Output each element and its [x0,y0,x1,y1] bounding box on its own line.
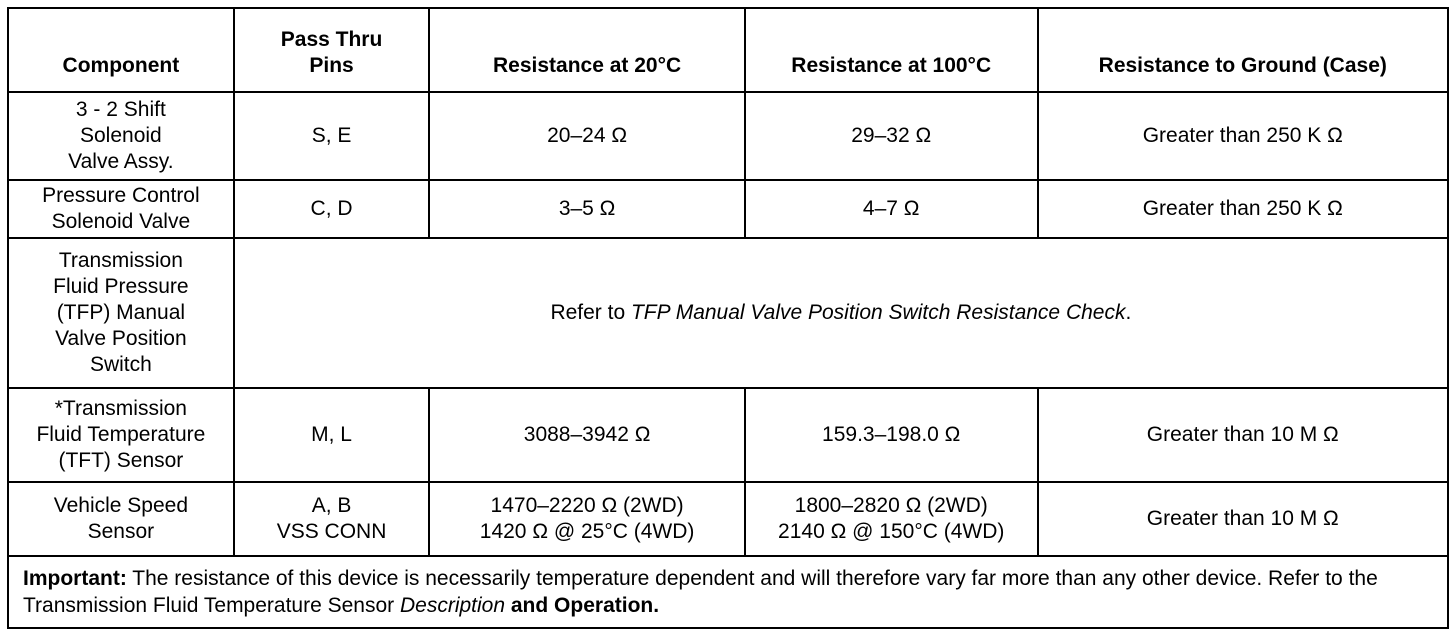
cell-text: 2140 Ω @ 150°C (4WD) [778,520,1005,543]
value-cell: M, L [232,387,431,483]
component-cell: Pressure Control Solenoid Valve [7,179,235,239]
cell-text: 3 - 2 Shift [75,98,166,121]
value-cell: Greater than 10 M Ω [1036,387,1450,483]
header-cell: Resistance to Ground (Case) [1036,7,1450,93]
header-cell: Resistance at 100°C [743,7,1039,93]
header-cell: Component [7,7,235,93]
header-text: Resistance at 100°C [791,54,992,77]
header-cell: Pass Thru Pins [232,7,431,93]
value-cell: 29–32 Ω [743,91,1039,181]
header-text: Resistance at 20°C [493,54,682,77]
cell-text: 1800–2820 Ω (2WD) [794,494,988,517]
component-cell: Transmission Fluid Pressure (TFP) Manual Va… [7,237,235,389]
cell-text: Switch [89,353,152,376]
value-cell: 3088–3942 Ω [428,387,746,483]
cell-text: 1470–2220 Ω (2WD) [490,494,684,517]
cell-text: (TFT) Sensor [58,449,184,472]
header-text: Pins [309,54,354,77]
component-cell: *Transmission Fluid Temperature (TFT) Sens… [7,387,235,483]
cell-text: Valve Assy. [68,150,174,173]
cell-text: Solenoid [80,124,162,147]
cell-text: 20–24 Ω [547,124,628,147]
table-row: Vehicle Speed Sensor A, B VSS CONN 1470–2220… [7,481,1450,557]
component-cell: 3 - 2 Shift Solenoid Valve Assy. [7,91,235,181]
header-cell: Resistance at 20°C [428,7,746,93]
note-text: Important: [23,567,127,590]
cell-text: (TFP) Manual [56,301,186,324]
value-cell: Greater than 10 M Ω [1036,481,1450,557]
table-row: 3 - 2 Shift Solenoid Valve Assy. S, E 20–24 … [7,91,1450,181]
cell-text: 29–32 Ω [851,124,932,147]
cell-text: Solenoid Valve [51,210,191,233]
cell-text: Transmission [58,249,183,272]
cell-text: 159.3–198.0 Ω [822,423,961,446]
table-header: Component Pass Thru Pins Resistance at 20°C… [7,7,1450,93]
cell-text: Fluid Temperature [36,423,206,446]
value-cell: 1470–2220 Ω (2WD) 1420 Ω @ 25°C (4WD) [428,481,746,557]
cell-text: S, E [311,124,352,147]
value-cell: 1800–2820 Ω (2WD) 2140 Ω @ 150°C (4WD) [743,481,1039,557]
cell-text: Pressure Control [42,184,200,207]
cell-text: Refer to [550,301,631,324]
cell-text: Fluid Pressure [53,275,189,298]
cell-text: Valve Position [55,327,187,350]
value-cell: S, E [232,91,431,181]
header-text: Component [62,54,180,77]
component-cell: Vehicle Speed Sensor [7,481,235,557]
cell-text: Vehicle Speed [53,494,189,517]
cell-text: 4–7 Ω [862,197,920,220]
cell-text: A, B [311,494,352,517]
header-row: Component Pass Thru Pins Resistance at 20°C… [7,7,1450,93]
value-cell: C, D [232,179,431,239]
note: Important: The resistance of this device… [7,555,1449,629]
table-body: 3 - 2 Shift Solenoid Valve Assy. S, E 20–24 … [7,91,1450,629]
table-row: Transmission Fluid Pressure (TFP) Manual Va… [7,237,1450,389]
cell-text: 3–5 Ω [558,197,616,220]
resistance-table: Component Pass Thru Pins Resistance at 20°C… [7,7,1450,629]
value-cell: 20–24 Ω [428,91,746,181]
value-cell: Greater than 250 K Ω [1036,91,1450,181]
note-row: Important: The resistance of this device… [7,555,1449,629]
cell-text: Greater than 10 M Ω [1146,423,1339,446]
cell-text: Greater than 250 K Ω [1142,124,1343,147]
table-row: Pressure Control Solenoid Valve C, D 3–5 Ω 4… [7,179,1450,239]
cell-text: VSS CONN [276,520,387,543]
value-cell: 4–7 Ω [743,179,1039,239]
cell-text: 3088–3942 Ω [523,423,651,446]
value-cell: 3–5 Ω [428,179,746,239]
merged-cell: Refer to TFP Manual Valve Position Switc… [232,237,1450,389]
cell-text: Greater than 250 K Ω [1142,197,1343,220]
note-text: The resistance of this device is necessa… [23,567,1378,617]
cell-text: 1420 Ω @ 25°C (4WD) [479,520,695,543]
value-cell: Greater than 250 K Ω [1036,179,1450,239]
note-text: Description [400,594,506,617]
table-row: *Transmission Fluid Temperature (TFT) Sens… [7,387,1450,483]
note-text: and Operation. [505,594,660,617]
cell-text: Sensor [87,520,155,543]
cell-text: TFP Manual Valve Position Switch Resista… [630,301,1126,324]
cell-text: C, D [310,197,353,220]
cell-text: Greater than 10 M Ω [1146,507,1339,530]
header-text: Resistance to Ground (Case) [1098,54,1387,77]
cell-text: M, L [311,423,352,446]
value-cell: 159.3–198.0 Ω [743,387,1039,483]
cell-text: . [1125,301,1132,324]
cell-text: *Transmission [54,397,187,420]
header-text: Pass Thru [280,28,383,51]
value-cell: A, B VSS CONN [232,481,431,557]
